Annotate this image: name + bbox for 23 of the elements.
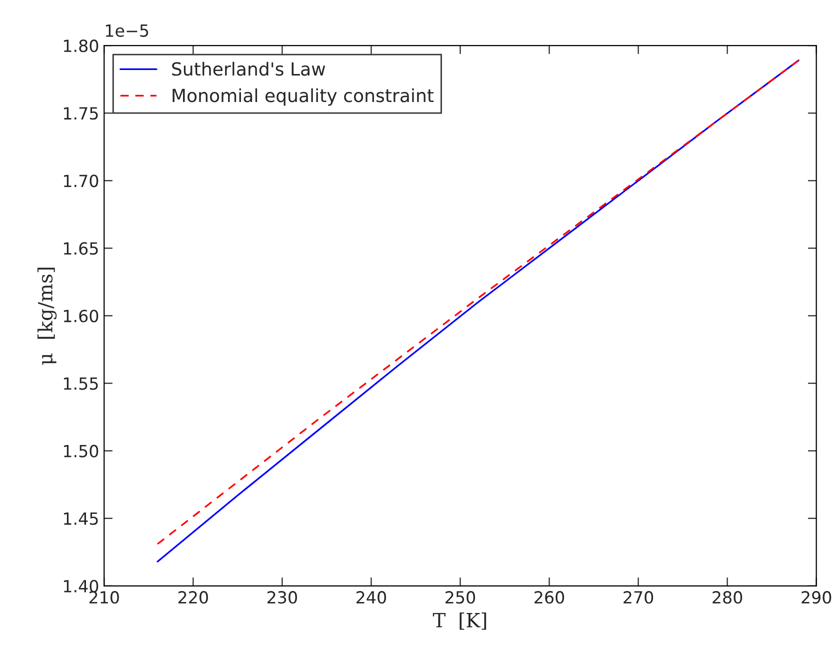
text: 1e−5 xyxy=(106,24,148,37)
x-axis-title: T [K] xyxy=(432,612,486,630)
y-tick-label: 1.75 xyxy=(64,107,98,120)
legend-label: Monomial equality constraint xyxy=(172,88,434,106)
y-tick-label: 1.40 xyxy=(64,580,98,592)
x-tick-label: 260 xyxy=(534,591,564,604)
y-tick-label: 1.45 xyxy=(64,512,98,525)
x-tick-label: 220 xyxy=(178,591,208,604)
x-tick-label: 250 xyxy=(446,591,476,604)
legend-label: Sutherland's Law xyxy=(172,62,326,76)
x-tick-label: 210 xyxy=(89,591,119,604)
x-tick-label: 270 xyxy=(624,591,654,604)
y-tick-label: 1.70 xyxy=(64,174,98,188)
x-tick-label: 290 xyxy=(802,591,832,604)
y-tick-label: 1.60 xyxy=(64,310,98,322)
y-tick-label: 1.65 xyxy=(64,242,98,255)
y-tick-label: 1.50 xyxy=(64,444,98,458)
y-tick-label: 1.80 xyxy=(64,40,98,52)
y-tick-label: 1.55 xyxy=(64,377,98,390)
x-tick-label: 230 xyxy=(267,591,297,604)
x-tick-label: 240 xyxy=(356,591,386,604)
y-axis-title: μ [kg/ms] xyxy=(38,268,57,365)
x-tick-label: 280 xyxy=(712,591,742,604)
